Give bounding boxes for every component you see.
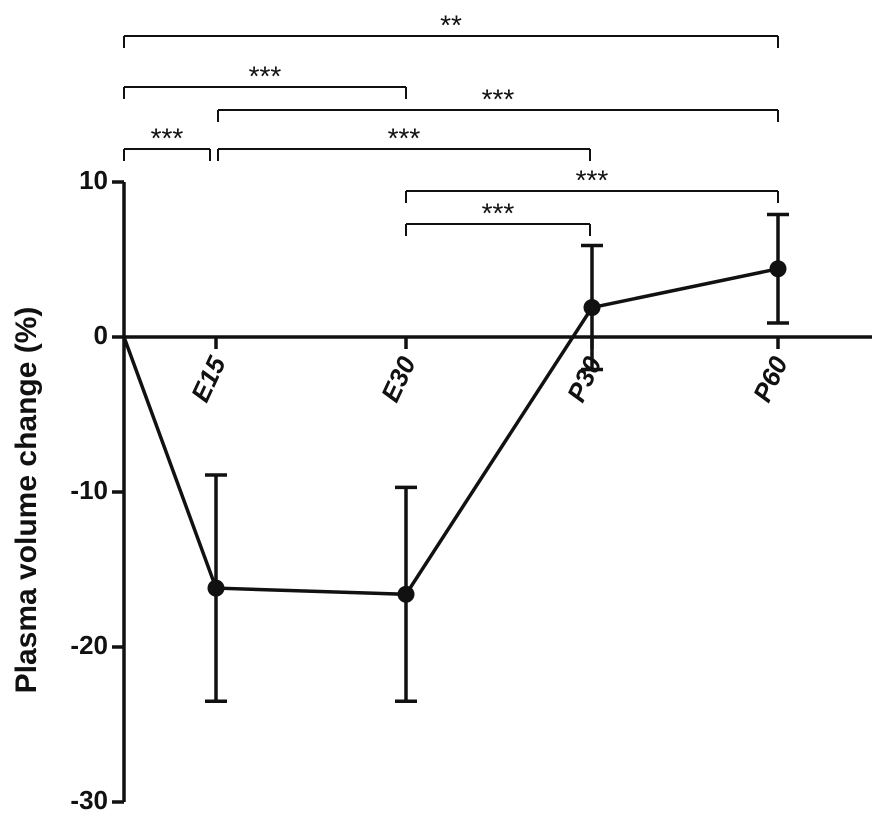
data-point: [769, 260, 787, 278]
significance-label: **: [440, 9, 462, 40]
significance-label: ***: [249, 60, 282, 91]
x-tick-label: P60: [747, 351, 794, 406]
y-tick-label: 0: [94, 320, 108, 350]
y-tick-label: 10: [79, 165, 108, 195]
x-tick-label: P30: [561, 351, 608, 406]
significance-label: ***: [576, 164, 609, 195]
x-tick-label: E15: [185, 351, 232, 406]
data-line: [122, 267, 779, 597]
y-tick-label: -20: [70, 630, 108, 660]
y-tick-label: -30: [70, 785, 108, 815]
significance-label: ***: [482, 83, 515, 114]
data-point: [397, 585, 415, 603]
significance-label: ***: [482, 197, 515, 228]
significance-label: ***: [388, 122, 421, 153]
data-point: [583, 299, 601, 317]
data-point: [207, 579, 225, 597]
significance-label: ***: [151, 122, 184, 153]
x-tick-label: E30: [375, 351, 422, 406]
y-axis-title: Plasma volume change (%): [10, 307, 43, 694]
y-tick-label: -10: [70, 475, 108, 505]
